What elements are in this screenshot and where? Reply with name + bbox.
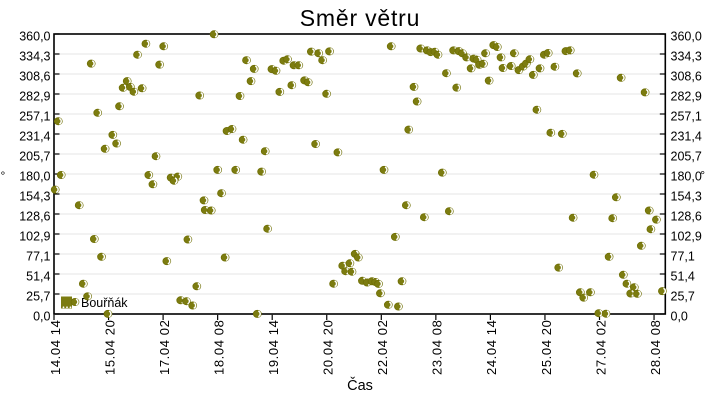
svg-text:360,0: 360,0 (19, 30, 50, 44)
svg-text:231,4: 231,4 (19, 130, 50, 144)
svg-text:77,1: 77,1 (671, 250, 695, 264)
svg-text:102,9: 102,9 (19, 230, 50, 244)
svg-text:308,6: 308,6 (19, 70, 50, 84)
svg-text:24.04 14: 24.04 14 (484, 320, 499, 375)
svg-text:51,4: 51,4 (671, 270, 695, 284)
svg-text:257,1: 257,1 (19, 110, 50, 124)
svg-text:18.04 08: 18.04 08 (212, 320, 227, 375)
svg-text:15.04 20: 15.04 20 (102, 320, 117, 375)
svg-text:Bouřňák: Bouřňák (81, 296, 128, 310)
svg-text:22.04 02: 22.04 02 (375, 320, 390, 375)
svg-text:231,4: 231,4 (671, 130, 702, 144)
svg-text:154,3: 154,3 (19, 190, 50, 204)
svg-text:205,7: 205,7 (671, 150, 702, 164)
svg-text:25.04 20: 25.04 20 (539, 320, 554, 375)
svg-text:0,0: 0,0 (671, 310, 688, 324)
svg-text:77,1: 77,1 (26, 250, 50, 264)
svg-text:20.04 20: 20.04 20 (321, 320, 336, 375)
svg-text:282,9: 282,9 (671, 90, 702, 104)
svg-text:180,0: 180,0 (19, 170, 50, 184)
svg-text:154,3: 154,3 (671, 190, 702, 204)
svg-text:23.04 08: 23.04 08 (430, 320, 445, 375)
svg-text:360,0: 360,0 (671, 30, 702, 44)
svg-text:°: ° (1, 168, 6, 182)
svg-text:19.04 14: 19.04 14 (266, 320, 281, 375)
svg-text:51,4: 51,4 (26, 270, 50, 284)
svg-text:27.04 02: 27.04 02 (593, 320, 608, 375)
svg-text:28.04 08: 28.04 08 (648, 320, 663, 375)
svg-text:128,6: 128,6 (671, 210, 702, 224)
svg-text:282,9: 282,9 (19, 90, 50, 104)
svg-text:14.04 14: 14.04 14 (48, 320, 63, 375)
svg-text:0,0: 0,0 (33, 310, 50, 324)
svg-text:180,0: 180,0 (671, 170, 702, 184)
svg-text:Směr větru: Směr větru (300, 5, 420, 31)
svg-text:257,1: 257,1 (671, 110, 702, 124)
svg-text:°: ° (700, 168, 705, 182)
svg-text:25,7: 25,7 (26, 290, 50, 304)
svg-text:128,6: 128,6 (19, 210, 50, 224)
svg-text:102,9: 102,9 (671, 230, 702, 244)
svg-text:25,7: 25,7 (671, 290, 695, 304)
svg-text:17.04 02: 17.04 02 (157, 320, 172, 375)
svg-text:Čas: Čas (347, 377, 373, 394)
svg-text:334,3: 334,3 (19, 50, 50, 64)
svg-text:205,7: 205,7 (19, 150, 50, 164)
svg-text:334,3: 334,3 (671, 50, 702, 64)
svg-text:308,6: 308,6 (671, 70, 702, 84)
